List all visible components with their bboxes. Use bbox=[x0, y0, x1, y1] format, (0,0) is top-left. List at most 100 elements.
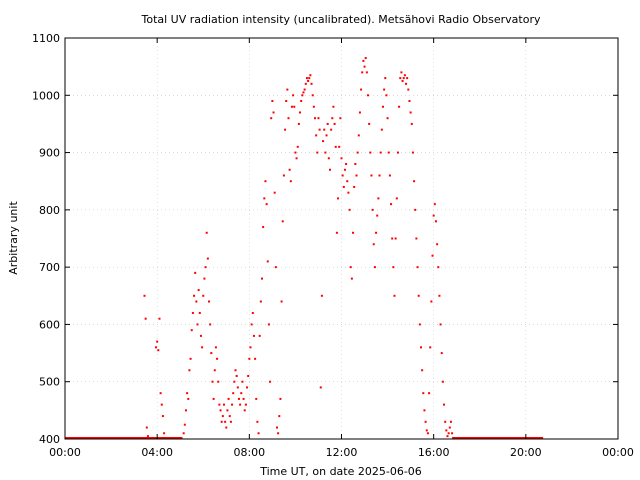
data-point bbox=[352, 231, 355, 234]
data-point bbox=[347, 191, 350, 194]
data-point bbox=[146, 435, 149, 438]
data-point bbox=[309, 74, 312, 77]
data-point bbox=[193, 294, 196, 297]
data-point bbox=[182, 432, 185, 435]
data-point bbox=[332, 105, 335, 108]
x-tick-label: 00:00 bbox=[602, 446, 634, 459]
data-point bbox=[242, 397, 245, 400]
data-point bbox=[232, 392, 235, 395]
data-point bbox=[363, 65, 366, 68]
data-point bbox=[385, 94, 388, 97]
data-point bbox=[421, 369, 424, 372]
data-point bbox=[429, 346, 432, 349]
data-point bbox=[433, 203, 436, 206]
data-point bbox=[188, 369, 191, 372]
data-point bbox=[390, 203, 393, 206]
data-point bbox=[250, 323, 253, 326]
data-point bbox=[391, 237, 394, 240]
data-point bbox=[262, 226, 265, 229]
data-point bbox=[266, 260, 269, 263]
data-point bbox=[187, 397, 190, 400]
data-point bbox=[378, 174, 381, 177]
data-point bbox=[248, 357, 251, 360]
data-point bbox=[312, 105, 315, 108]
data-point bbox=[432, 214, 435, 217]
data-point bbox=[184, 409, 187, 412]
data-point bbox=[209, 323, 212, 326]
data-point bbox=[431, 254, 434, 257]
data-point bbox=[208, 300, 211, 303]
data-point bbox=[195, 300, 198, 303]
data-point bbox=[239, 403, 242, 406]
data-point bbox=[158, 317, 161, 320]
data-point bbox=[305, 77, 308, 80]
x-tick-label: 12:00 bbox=[326, 446, 358, 459]
data-point bbox=[191, 311, 194, 314]
data-point bbox=[358, 111, 361, 114]
data-point bbox=[342, 185, 345, 188]
data-point bbox=[292, 94, 295, 97]
data-point bbox=[443, 403, 446, 406]
data-point bbox=[297, 122, 300, 125]
data-point bbox=[270, 117, 273, 120]
data-point bbox=[241, 380, 244, 383]
data-point bbox=[340, 157, 343, 160]
data-point bbox=[409, 111, 412, 114]
data-point bbox=[240, 392, 243, 395]
grid bbox=[65, 38, 618, 439]
y-tick-label: 700 bbox=[39, 261, 60, 274]
data-point bbox=[299, 111, 302, 114]
data-point bbox=[272, 111, 275, 114]
data-point bbox=[302, 91, 305, 94]
data-point bbox=[349, 266, 352, 269]
y-axis-ticks: 400 500 600 700 800 900 1000 1100 bbox=[32, 32, 618, 446]
data-point bbox=[227, 397, 230, 400]
y-tick-label: 900 bbox=[39, 147, 60, 160]
data-point bbox=[225, 426, 228, 429]
data-point bbox=[237, 397, 240, 400]
data-point bbox=[419, 346, 422, 349]
data-point bbox=[247, 374, 250, 377]
data-point bbox=[261, 277, 264, 280]
data-point bbox=[220, 420, 223, 423]
data-point bbox=[388, 174, 391, 177]
data-point bbox=[244, 403, 247, 406]
data-point bbox=[341, 174, 344, 177]
data-point bbox=[338, 145, 341, 148]
data-point bbox=[379, 151, 382, 154]
data-point bbox=[356, 151, 359, 154]
data-point bbox=[355, 174, 358, 177]
y-tick-label: 1000 bbox=[32, 89, 60, 102]
data-point bbox=[415, 237, 418, 240]
data-point bbox=[451, 432, 454, 435]
data-point bbox=[353, 185, 356, 188]
data-point bbox=[343, 168, 346, 171]
data-point bbox=[394, 237, 397, 240]
data-point bbox=[303, 88, 306, 91]
data-point bbox=[414, 208, 417, 211]
x-tick-label: 04:00 bbox=[141, 446, 173, 459]
data-point bbox=[428, 392, 431, 395]
data-point bbox=[357, 134, 360, 137]
data-point bbox=[265, 203, 268, 206]
data-point bbox=[286, 88, 289, 91]
data-point bbox=[289, 180, 292, 183]
data-point bbox=[403, 74, 406, 77]
data-point bbox=[275, 426, 278, 429]
data-point bbox=[323, 128, 326, 131]
data-point bbox=[330, 128, 333, 131]
data-point bbox=[264, 180, 267, 183]
data-point bbox=[233, 380, 236, 383]
data-point bbox=[386, 117, 389, 120]
data-point bbox=[424, 420, 427, 423]
data-point bbox=[376, 214, 379, 217]
data-point bbox=[211, 380, 214, 383]
data-point bbox=[199, 334, 202, 337]
data-point bbox=[307, 79, 310, 82]
x-tick-label: 16:00 bbox=[418, 446, 450, 459]
data-point bbox=[198, 311, 201, 314]
x-axis-ticks: 00:00 04:00 08:00 12:00 16:00 20:00 00:00 bbox=[49, 38, 634, 459]
data-point bbox=[348, 208, 351, 211]
data-point bbox=[425, 429, 428, 432]
data-point bbox=[366, 94, 369, 97]
